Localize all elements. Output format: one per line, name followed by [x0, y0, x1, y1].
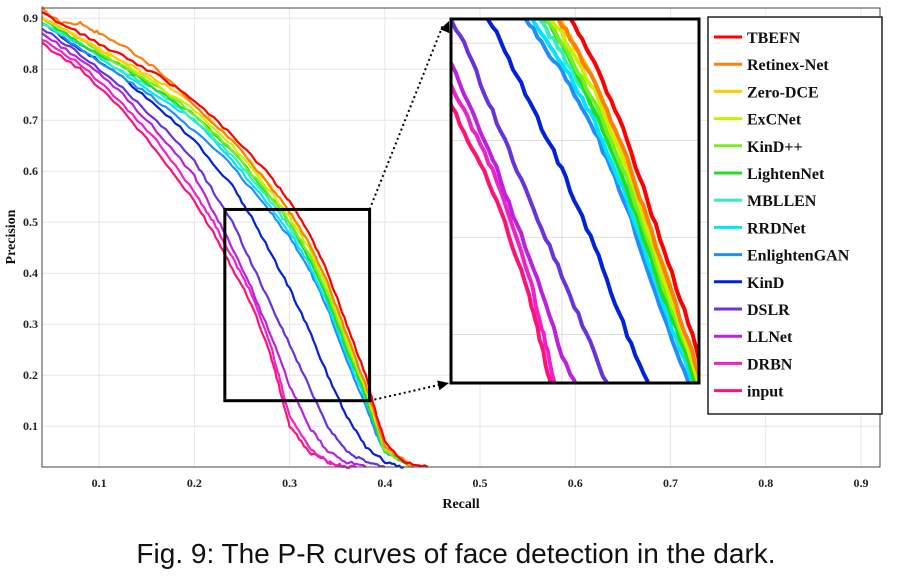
legend-label: RRDNet: [747, 220, 806, 237]
y-tick-labels: 0.1 0.2 0.3 0.4 0.5 0.6 0.7 0.8 0.9: [23, 11, 38, 433]
x-tick-label: 0.5: [473, 476, 488, 490]
y-tick-label: 0.9: [23, 11, 38, 25]
x-tick-label: 0.6: [568, 476, 583, 490]
inset-series-line-rrdnet: [529, 19, 695, 383]
x-tick-label: 0.2: [187, 476, 202, 490]
legend-label: DSLR: [747, 302, 790, 319]
legend-label: EnlightenGAN: [747, 248, 850, 265]
legend-label: ExCNet: [747, 112, 802, 129]
x-tick-label: 0.9: [853, 476, 868, 490]
legend-label: KinD++: [747, 139, 803, 156]
y-tick-label: 0.8: [23, 62, 38, 76]
legend-label: Zero-DCE: [747, 84, 819, 101]
inset-frame: [449, 17, 701, 385]
legend-label: MBLLEN: [747, 193, 817, 210]
x-tick-label: 0.7: [663, 476, 678, 490]
inset-series-line-tbefn: [568, 19, 699, 372]
x-tick-label: 0.8: [758, 476, 773, 490]
y-tick-label: 0.5: [23, 215, 38, 229]
figure-caption: Fig. 9: The P-R curves of face detection…: [136, 538, 776, 569]
inset-series-line-drbn: [451, 80, 557, 383]
inset-series-line-llnet: [451, 60, 578, 383]
zoom-region-box: [223, 207, 372, 403]
legend-label: DRBN: [747, 356, 793, 373]
series-line-drbn: [41, 38, 357, 470]
y-tick-label: 0.3: [23, 317, 38, 331]
y-tick-label: 0.2: [23, 368, 38, 382]
y-axis-title: Precision: [4, 209, 19, 264]
inset-series-line-dslr: [451, 19, 610, 383]
y-tick-label: 0.7: [23, 113, 38, 127]
series-line-llnet: [41, 32, 367, 468]
x-tick-label: 0.1: [92, 476, 107, 490]
zoom-arrow-bottom: [437, 380, 449, 391]
legend-label: TBEFN: [747, 30, 801, 47]
series-line-enlightengan: [41, 21, 414, 469]
legend-label: LLNet: [747, 329, 793, 346]
legend-label: LightenNet: [747, 166, 825, 183]
legend-box: [707, 16, 883, 415]
series-line-kind: [41, 22, 405, 469]
series-line-dslr: [41, 27, 386, 469]
zoom-connector-bottom: [369, 383, 444, 402]
zoom-arrow-top: [440, 21, 450, 34]
y-tick-label: 0.4: [23, 266, 38, 280]
x-tick-label: 0.4: [377, 476, 392, 490]
y-tick-label: 0.1: [23, 419, 38, 433]
inset-series-line-kind: [485, 19, 651, 383]
x-tick-label: 0.3: [282, 476, 297, 490]
series-line-tbefn: [41, 11, 429, 468]
inset-series-line-excnet: [549, 19, 699, 383]
inset-grid: [451, 19, 699, 383]
x-axis-title: Recall: [442, 497, 479, 512]
legend: TBEFN Retinex-Net Zero-DCE ExCNet KinD++ Ligh…: [714, 30, 850, 401]
legend-label: input: [747, 384, 784, 401]
series-line-excnet: [41, 16, 415, 468]
inset-series-line-enlightengan: [523, 19, 691, 383]
inset-series-line-kind-: [543, 19, 699, 383]
main-series: [41, 5, 429, 470]
series-line-input: [41, 41, 347, 469]
inset-series-line-input: [451, 99, 553, 383]
zoom-connector-top: [368, 24, 444, 210]
inset-series-line-zero-dce: [557, 19, 699, 383]
legend-label: KinD: [747, 275, 784, 292]
inset-series-line-mbllen: [537, 19, 698, 383]
y-tick-label: 0.6: [23, 164, 38, 178]
legend-label: Retinex-Net: [747, 57, 829, 74]
x-tick-labels: 0.1 0.2 0.3 0.4 0.5 0.6 0.7 0.8 0.9: [92, 476, 869, 490]
